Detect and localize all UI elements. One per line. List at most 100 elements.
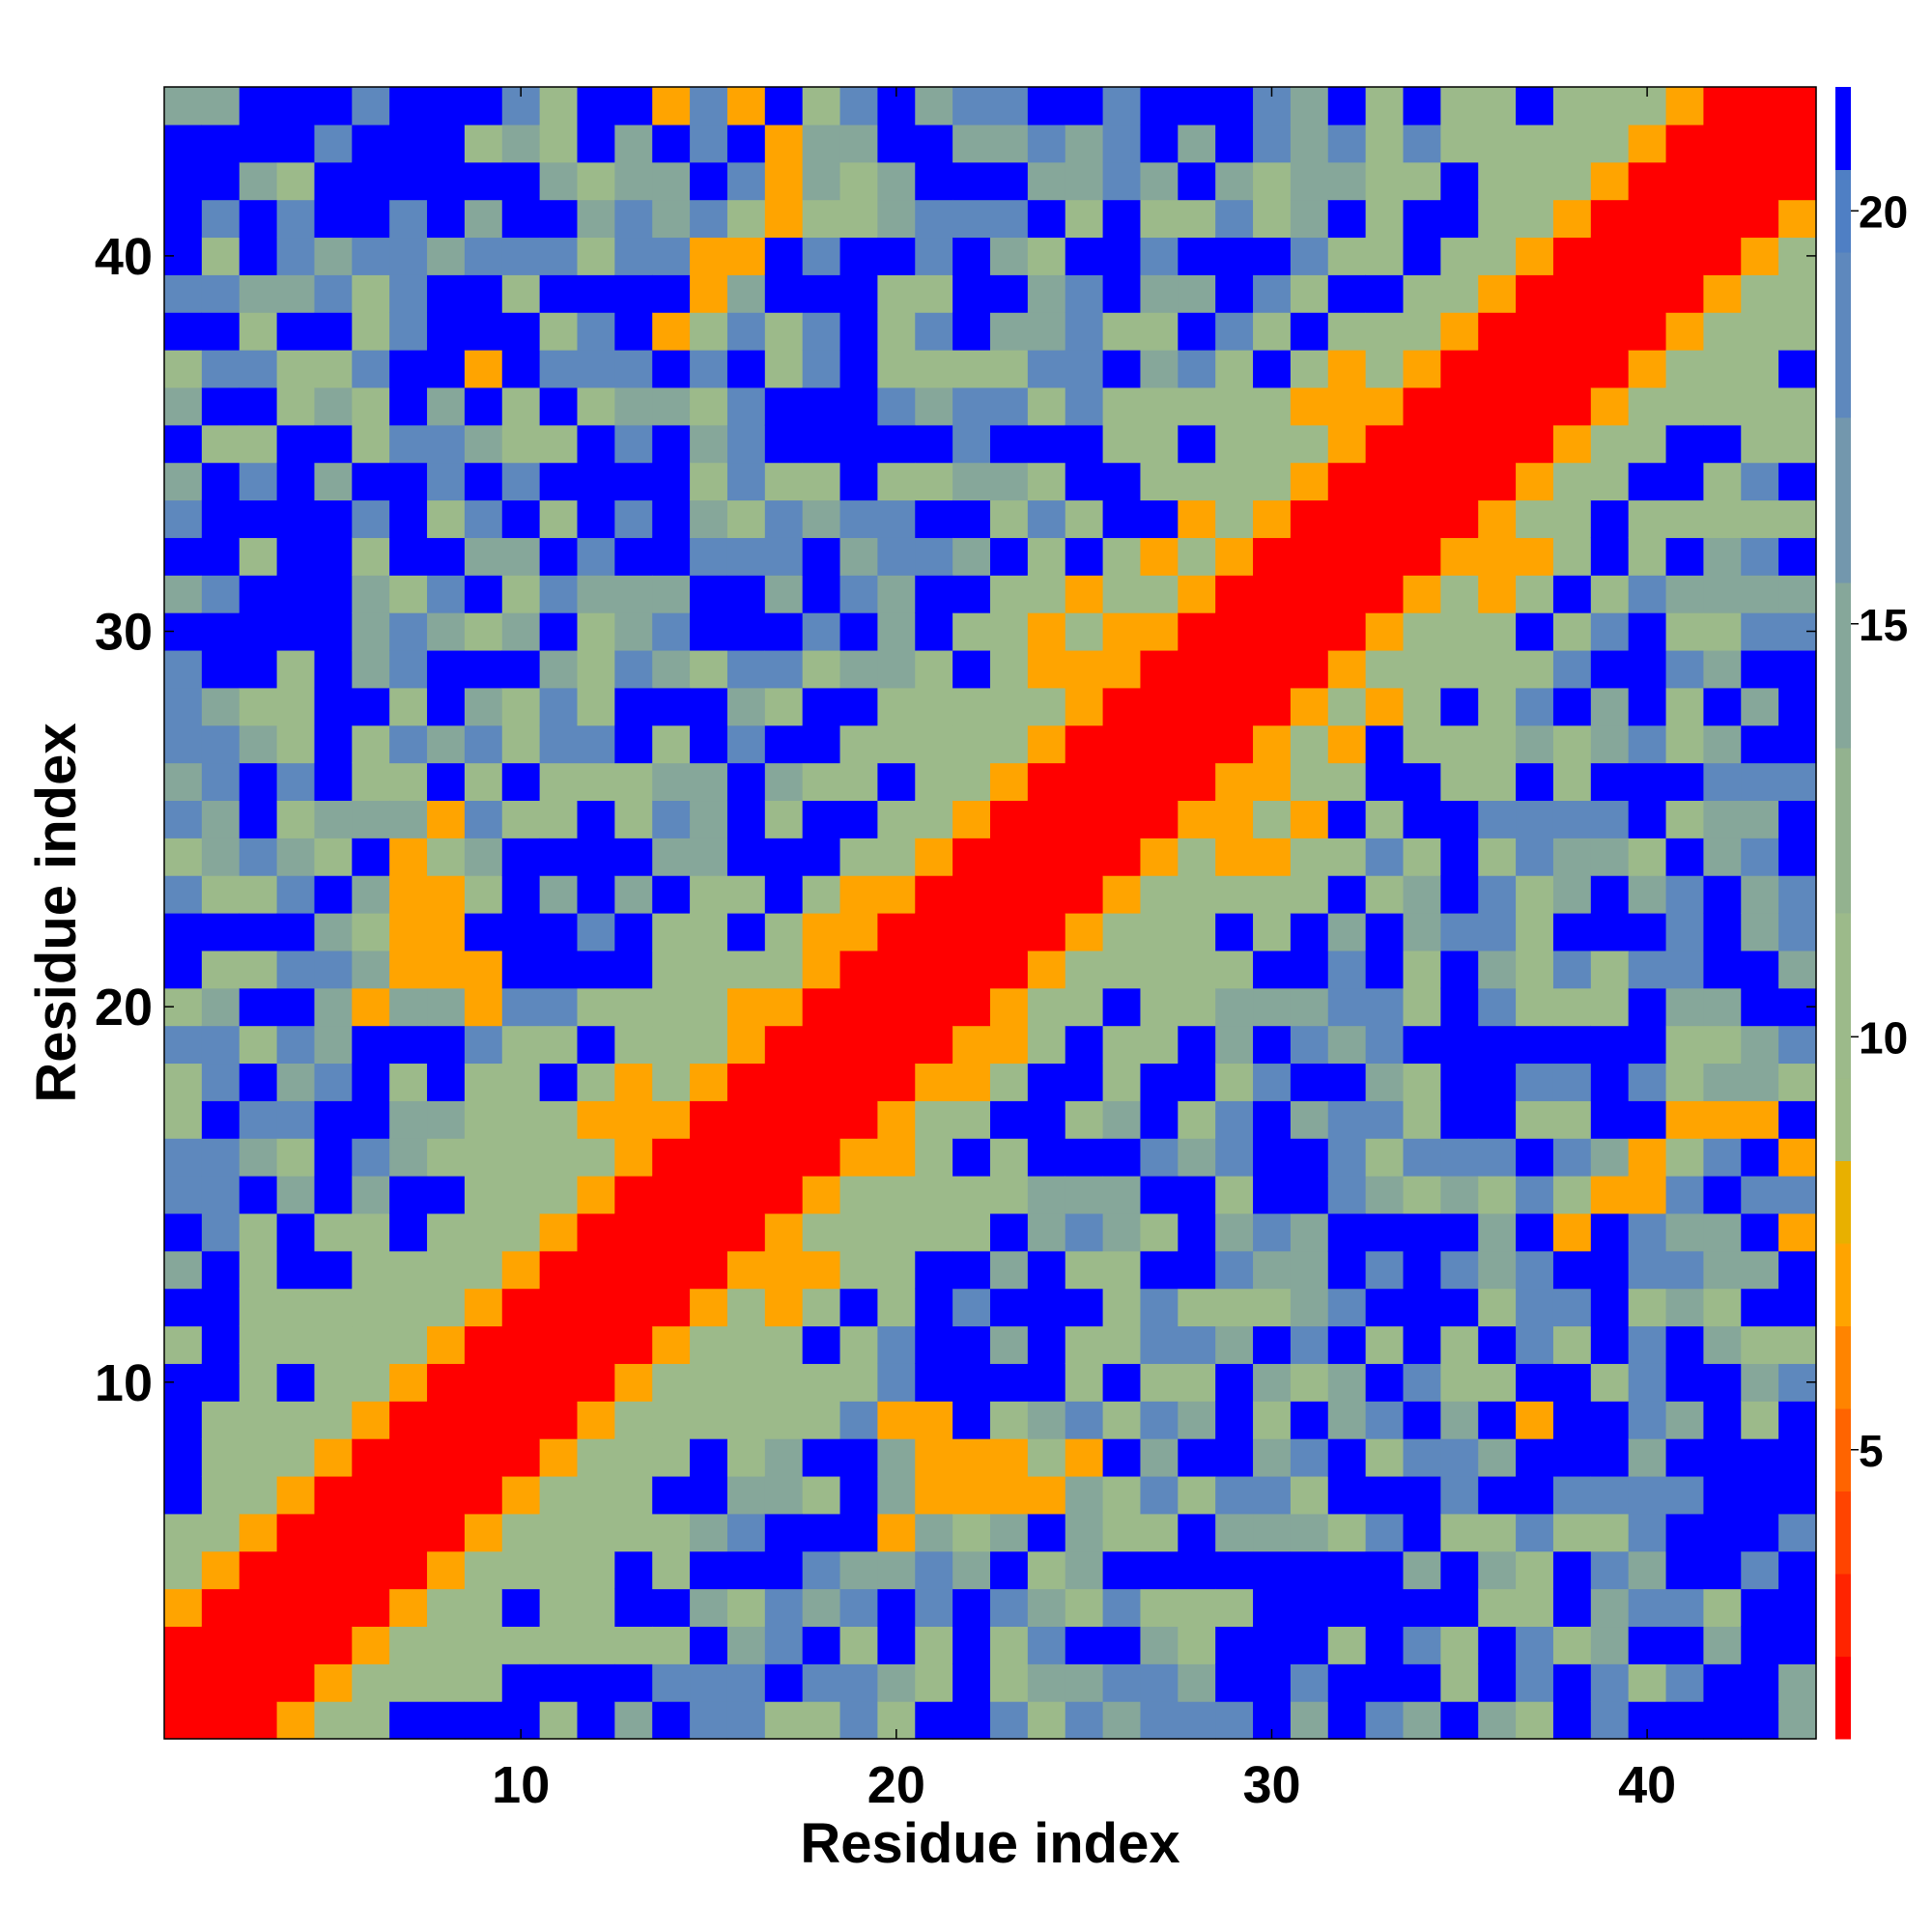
heatmap-cell [1065,1401,1104,1439]
heatmap-cell [1215,237,1254,275]
heatmap-cell [952,1100,991,1139]
heatmap-cell [1778,1138,1817,1177]
heatmap-cell [1065,1288,1104,1327]
heatmap-cell [352,649,390,689]
heatmap-cell [1365,1250,1405,1290]
heatmap-cell [952,499,991,538]
heatmap-cell [915,1588,953,1628]
heatmap-cell [427,1438,466,1477]
heatmap-cell [1178,1212,1216,1252]
heatmap-cell [1290,1025,1329,1065]
heatmap-cell [464,1438,503,1477]
heatmap-cell [1478,87,1517,126]
heatmap-cell [877,1100,916,1139]
heatmap-cell [839,161,879,201]
heatmap-cell [539,838,579,876]
heatmap-cell [1327,1626,1367,1664]
heatmap-cell [1778,124,1817,163]
heatmap-cell [915,649,953,689]
heatmap-cell [1403,987,1441,1027]
heatmap-cell [764,913,804,952]
heatmap-cell [239,1626,278,1664]
x-tick-label: 10 [492,1756,550,1814]
heatmap-cell [501,199,541,239]
heatmap-cell [1552,386,1592,426]
heatmap-cell [501,838,541,876]
heatmap-cell [1590,274,1630,313]
heatmap-cell [314,424,353,464]
heatmap-cell [1703,1663,1742,1702]
heatmap-cell [1178,724,1216,764]
heatmap-cell [577,199,615,239]
heatmap-cell [464,1138,503,1177]
heatmap-cell [1628,1475,1667,1515]
colorbar-tick-label: 5 [1859,1426,1884,1476]
heatmap-cell [201,1475,241,1515]
heatmap-cell [1365,1401,1405,1439]
heatmap-cell [1552,1475,1592,1515]
y-tick-label: 30 [95,604,153,662]
heatmap-cell [1478,1588,1517,1628]
heatmap-cell [427,838,466,876]
heatmap-cell [614,1212,653,1252]
heatmap-cell [990,1475,1029,1515]
heatmap-cell [1440,1701,1479,1740]
heatmap-cell [839,386,879,426]
heatmap-cell [1365,838,1405,876]
heatmap-cell [990,575,1029,613]
heatmap-cell [614,1138,653,1177]
heatmap-cell [352,1250,390,1290]
heatmap-cell [352,1176,390,1214]
heatmap-cell [802,1701,841,1740]
heatmap-cell [802,350,841,388]
heatmap-cell [1027,987,1066,1027]
heatmap-cell [1403,274,1441,313]
heatmap-cell [427,462,466,501]
heatmap-cell [1102,1176,1142,1214]
heatmap-cell [877,875,916,914]
heatmap-cell [652,124,691,163]
heatmap-cell [990,237,1029,275]
heatmap-cell [276,124,316,163]
heatmap-cell [314,1550,353,1590]
heatmap-cell [1516,1663,1554,1702]
heatmap-cell [314,1475,353,1515]
heatmap-cell [1703,1176,1742,1214]
heatmap-cell [1027,161,1066,201]
heatmap-cell [764,237,804,275]
heatmap-cell [1327,800,1367,838]
heatmap-cell [1665,499,1705,538]
heatmap-cell [1516,950,1554,989]
heatmap-cell [1365,987,1405,1027]
heatmap-cell [1065,386,1104,426]
heatmap-cell [1590,161,1630,201]
heatmap-cell [1253,274,1292,313]
heatmap-cell [1102,1250,1142,1290]
heatmap-cell [1703,875,1742,914]
heatmap-cell [314,987,353,1027]
heatmap-cell [501,1176,541,1214]
heatmap-cell [726,312,766,351]
heatmap-cell [990,649,1029,689]
heatmap-cell [1403,913,1441,952]
heatmap-cell [314,1701,353,1740]
heatmap-cell [1215,913,1254,952]
heatmap-cell [1140,762,1179,802]
heatmap-cell [839,312,879,351]
heatmap-cell [915,612,953,651]
heatmap-cell [389,1550,428,1590]
heatmap-cell [726,1063,766,1101]
heatmap-cell [276,800,316,838]
heatmap-cell [690,950,728,989]
heatmap-cell [1327,1363,1367,1402]
heatmap-cell [614,762,653,802]
heatmap-cell [1065,612,1104,651]
heatmap-cell [389,987,428,1027]
heatmap-cell [990,1438,1029,1477]
heatmap-cell [726,724,766,764]
heatmap-cell [1027,762,1066,802]
heatmap-cell [389,274,428,313]
heatmap-cell [915,987,953,1027]
heatmap-cell [1290,687,1329,726]
heatmap-cell [276,1401,316,1439]
